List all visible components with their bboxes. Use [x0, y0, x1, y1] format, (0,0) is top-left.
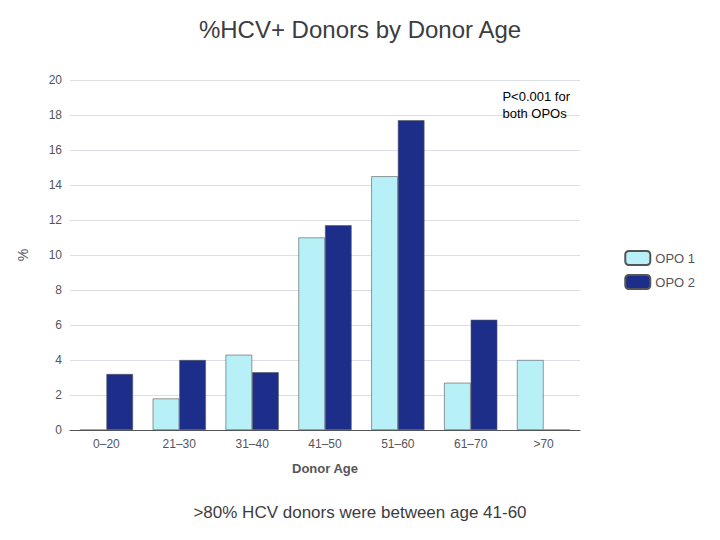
svg-text:12: 12	[49, 213, 63, 227]
svg-text:31–40: 31–40	[235, 437, 269, 451]
svg-text:>80% HCV donors were between a: >80% HCV donors were between age 41-60	[193, 503, 526, 522]
svg-text:16: 16	[49, 143, 63, 157]
svg-text:P<0.001 for: P<0.001 for	[502, 89, 570, 104]
svg-text:20: 20	[49, 73, 63, 87]
svg-text:%HCV+ Donors by Donor Age: %HCV+ Donors by Donor Age	[199, 16, 521, 43]
svg-text:>70: >70	[533, 437, 554, 451]
svg-text:8: 8	[55, 283, 62, 297]
svg-text:Donor Age: Donor Age	[292, 461, 358, 476]
svg-text:2: 2	[55, 388, 62, 402]
svg-text:OPO 2: OPO 2	[655, 275, 695, 290]
svg-text:6: 6	[55, 318, 62, 332]
svg-text:0–20: 0–20	[93, 437, 120, 451]
svg-text:OPO 1: OPO 1	[655, 251, 695, 266]
svg-text:61–70: 61–70	[454, 437, 488, 451]
svg-text:both OPOs: both OPOs	[502, 106, 567, 121]
svg-text:10: 10	[49, 248, 63, 262]
svg-text:0: 0	[55, 423, 62, 437]
svg-text:21–30: 21–30	[163, 437, 197, 451]
svg-text:14: 14	[49, 178, 63, 192]
svg-text:%: %	[15, 249, 31, 261]
svg-text:4: 4	[55, 353, 62, 367]
svg-text:51–60: 51–60	[381, 437, 415, 451]
svg-text:41–50: 41–50	[308, 437, 342, 451]
svg-text:18: 18	[49, 108, 63, 122]
